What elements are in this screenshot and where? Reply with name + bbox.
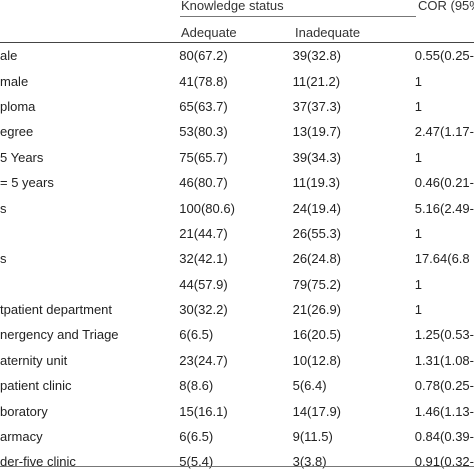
knowledge-status-header: Knowledge status <box>181 0 284 13</box>
row-label: 5 Years <box>0 149 44 165</box>
row-label: aternity unit <box>0 352 68 368</box>
adequate-cell: 65(63.7) <box>179 98 228 114</box>
row-label: ale <box>0 48 18 64</box>
adequate-cell: 41(78.8) <box>179 73 228 89</box>
adequate-cell: 8(8.6) <box>179 378 214 394</box>
table-row: boratory 15(16.1) 14(17.9) 1.46(1.13- <box>0 398 474 423</box>
cor-cell: 2.47(1.17- <box>414 124 474 140</box>
cor-cell: 1 <box>414 225 422 241</box>
table-bottom-rule <box>0 466 474 467</box>
adequate-cell: 80(67.2) <box>179 48 228 64</box>
adequate-cell: 46(80.7) <box>179 175 228 191</box>
inadequate-cell: 39(32.8) <box>292 48 342 64</box>
adequate-cell: 5(5.4) <box>179 454 214 470</box>
table-row: tpatient department 30(32.2) 21(26.9) 1 <box>0 297 474 322</box>
inadequate-header: Inadequate <box>295 25 361 40</box>
table-row: aternity unit 23(24.7) 10(12.8) 1.31(1.08- <box>0 348 474 373</box>
row-label: s <box>0 251 7 267</box>
inadequate-cell: 11(21.2) <box>292 73 341 89</box>
cor-cell: 0.55(0.25- <box>414 48 474 64</box>
inadequate-cell: 3(3.8) <box>292 454 327 470</box>
row-label: tpatient department <box>0 302 113 318</box>
cor-cell: 0.84(0.39- <box>414 429 474 445</box>
table-row: = 5 years 46(80.7) 11(19.3) 0.46(0.21- <box>0 170 474 195</box>
inadequate-cell: 37(37.3) <box>292 98 342 114</box>
row-label: boratory <box>0 403 48 419</box>
cor-cell: 1 <box>414 73 422 89</box>
cor-header: COR (95% <box>418 0 474 13</box>
row-label: nergency and Triage <box>0 327 119 343</box>
inadequate-cell: 26(55.3) <box>292 225 342 241</box>
adequate-cell: 23(24.7) <box>179 352 228 368</box>
adequate-cell: 44(57.9) <box>179 276 228 292</box>
inadequate-cell: 13(19.7) <box>292 124 342 140</box>
inadequate-cell: 16(20.5) <box>292 327 342 343</box>
table-row: s 100(80.6) 24(19.4) 5.16(2.49- <box>0 195 474 220</box>
table-row: 44(57.9) 79(75.2) 1 <box>0 272 474 297</box>
cor-cell: 0.46(0.21- <box>414 175 474 191</box>
row-label: egree <box>0 124 34 140</box>
adequate-cell: 32(42.1) <box>179 251 228 267</box>
adequate-header: Adequate <box>181 25 237 40</box>
inadequate-cell: 26(24.8) <box>292 251 342 267</box>
table-row: ale 80(67.2) 39(32.8) 0.55(0.25- <box>0 43 474 68</box>
row-label: male <box>0 73 29 89</box>
row-label <box>0 221 179 246</box>
inadequate-cell: 10(12.8) <box>292 352 342 368</box>
inadequate-cell: 21(26.9) <box>292 302 342 318</box>
header-bottom-rule <box>0 42 474 43</box>
table-row: nergency and Triage 6(6.5) 16(20.5) 1.25(0.… <box>0 322 474 347</box>
table-row: 5 Years 75(65.7) 39(34.3) 1 <box>0 145 474 170</box>
adequate-cell: 21(44.7) <box>179 225 228 241</box>
row-label: = 5 years <box>0 175 54 191</box>
group-header-rule <box>180 16 416 17</box>
row-label: patient clinic <box>0 378 72 394</box>
cor-cell: 1.25(0.53- <box>414 327 474 343</box>
adequate-cell: 53(80.3) <box>179 124 228 140</box>
inadequate-cell: 14(17.9) <box>292 403 342 419</box>
inadequate-cell: 5(6.4) <box>292 378 327 394</box>
table-row: 21(44.7) 26(55.3) 1 <box>0 221 474 246</box>
adequate-cell: 6(6.5) <box>179 429 214 445</box>
adequate-cell: 30(32.2) <box>179 302 228 318</box>
adequate-cell: 15(16.1) <box>179 403 228 419</box>
inadequate-cell: 79(75.2) <box>292 276 342 292</box>
cor-cell: 1.31(1.08- <box>414 352 474 368</box>
table-row: male 41(78.8) 11(21.2) 1 <box>0 68 474 93</box>
inadequate-cell: 39(34.3) <box>292 149 342 165</box>
cor-cell: 1 <box>414 302 422 318</box>
data-table: ale 80(67.2) 39(32.8) 0.55(0.25- male 41(78.8… <box>0 43 474 474</box>
table-row: egree 53(80.3) 13(19.7) 2.47(1.17- <box>0 119 474 144</box>
row-label: armacy <box>0 429 43 445</box>
inadequate-cell: 9(11.5) <box>292 429 333 445</box>
row-label <box>0 272 179 297</box>
cor-cell: 1 <box>414 98 422 114</box>
table-row: ploma 65(63.7) 37(37.3) 1 <box>0 94 474 119</box>
adequate-cell: 100(80.6) <box>179 200 235 216</box>
row-label: ploma <box>0 98 36 114</box>
cor-cell: 1 <box>414 149 422 165</box>
adequate-cell: 75(65.7) <box>179 149 228 165</box>
adequate-cell: 6(6.5) <box>179 327 214 343</box>
cor-cell: 1 <box>414 276 422 292</box>
inadequate-cell: 11(19.3) <box>292 175 341 191</box>
cor-cell: 5.16(2.49- <box>414 200 474 216</box>
cor-cell: 17.64(6.8 <box>414 251 470 267</box>
cor-cell: 0.91(0.32- <box>414 454 474 470</box>
table-row: armacy 6(6.5) 9(11.5) 0.84(0.39- <box>0 424 474 449</box>
cor-cell: 1.46(1.13- <box>414 403 474 419</box>
table-row: patient clinic 8(8.6) 5(6.4) 0.78(0.25- <box>0 373 474 398</box>
table-row: s 32(42.1) 26(24.8) 17.64(6.8 <box>0 246 474 271</box>
row-label: s <box>0 200 7 216</box>
row-label: der-five clinic <box>0 454 76 470</box>
inadequate-cell: 24(19.4) <box>292 200 342 216</box>
cor-cell: 0.78(0.25- <box>414 378 474 394</box>
table-row: der-five clinic 5(5.4) 3(3.8) 0.91(0.32- <box>0 449 474 474</box>
